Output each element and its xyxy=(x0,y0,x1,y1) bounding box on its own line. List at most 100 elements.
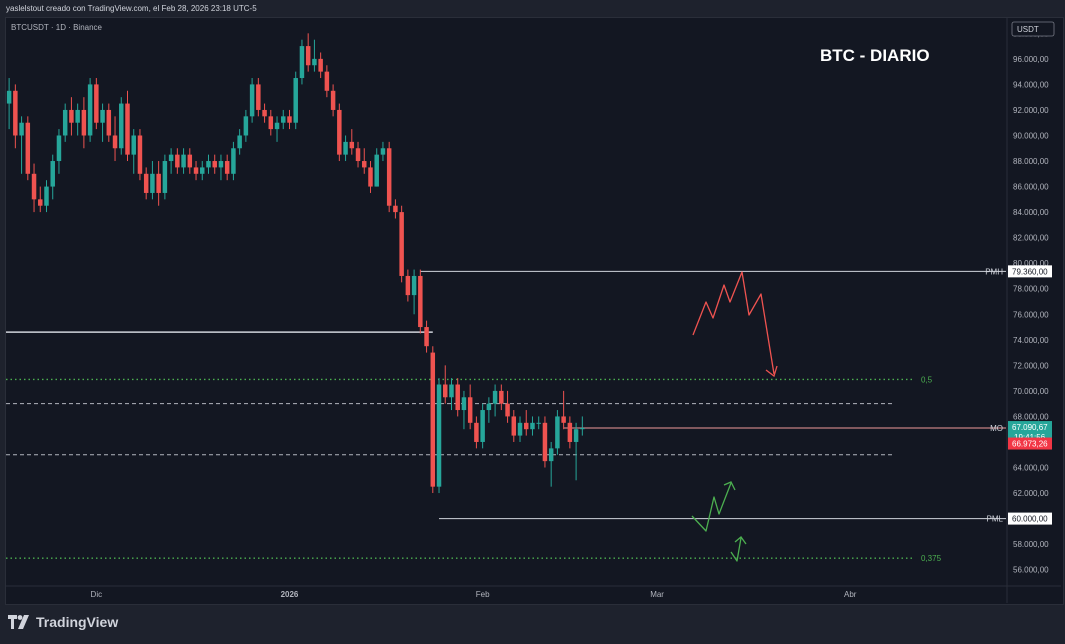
candle-body xyxy=(517,422,523,436)
tradingview-brand[interactable]: TradingView xyxy=(8,614,118,630)
candle-body xyxy=(137,135,143,174)
candle-body xyxy=(530,422,535,430)
candle-body xyxy=(548,448,554,462)
x-tick-label: Feb xyxy=(476,590,490,599)
candle-body xyxy=(555,416,560,449)
candle-body xyxy=(567,422,573,442)
candle-body xyxy=(268,116,274,130)
candle-body xyxy=(330,90,336,110)
currency-label[interactable]: USDT xyxy=(1017,25,1039,34)
bearish-projection-arrow xyxy=(692,271,775,375)
candle-body xyxy=(480,410,485,442)
level-price-text-pml: 60.000,00 xyxy=(1012,515,1048,524)
candle-body xyxy=(511,416,517,436)
candle-body xyxy=(362,161,367,168)
candle-body xyxy=(467,397,473,423)
bullish-arrow-head xyxy=(723,481,736,491)
candle-body xyxy=(200,167,205,174)
y-tick-label: 82.000,00 xyxy=(1013,234,1049,243)
candle-body xyxy=(287,116,292,123)
y-tick-label: 90.000,00 xyxy=(1013,131,1049,140)
y-tick-label: 80.000,00 xyxy=(1013,259,1049,268)
low-marker-text: 66.973,26 xyxy=(1012,440,1048,449)
chart-frame[interactable] xyxy=(5,17,1064,605)
candle-body xyxy=(156,173,161,193)
candle-body xyxy=(405,275,411,296)
candle-body xyxy=(461,397,467,411)
candle-body xyxy=(100,109,105,123)
low-marker-tag xyxy=(1008,437,1052,450)
candle-body xyxy=(299,46,305,79)
y-tick-label: 58.000,00 xyxy=(1013,540,1049,549)
candle-body xyxy=(580,427,585,430)
candle-body xyxy=(249,84,255,117)
y-tick-label: 84.000,00 xyxy=(1013,208,1049,217)
candle-body xyxy=(112,135,118,149)
y-tick-label: 76.000,00 xyxy=(1013,310,1049,319)
candle-body xyxy=(181,154,186,168)
y-tick-label: 88.000,00 xyxy=(1013,157,1049,166)
candle-body xyxy=(474,422,479,442)
level-label-pml: PML xyxy=(987,515,1004,524)
candle-body xyxy=(262,109,267,117)
candle-body xyxy=(162,161,168,193)
candle-body xyxy=(386,148,392,206)
candle-body xyxy=(6,90,12,104)
candle-body xyxy=(125,103,130,155)
y-tick-label: 64.000,00 xyxy=(1013,464,1049,473)
candle-body xyxy=(13,90,18,136)
candle-body xyxy=(492,390,498,404)
y-tick-label: 70.000,00 xyxy=(1013,387,1049,396)
candle-body xyxy=(418,275,423,328)
candle-body xyxy=(44,186,49,206)
candle-body xyxy=(399,212,404,276)
candle-body xyxy=(237,135,242,149)
candle-body xyxy=(69,109,74,123)
candle-body xyxy=(231,148,236,174)
chart-title: BTC - DIARIO xyxy=(820,46,930,65)
tradingview-logo-icon xyxy=(8,615,30,629)
candle-body xyxy=(256,84,261,110)
candle-body xyxy=(430,352,436,487)
fib-level-label: 0,375 xyxy=(921,554,942,563)
y-tick-label: 74.000,00 xyxy=(1013,336,1049,345)
bullish-small-arrow-head xyxy=(734,536,747,545)
candle-body xyxy=(106,109,112,136)
candle-body xyxy=(499,390,504,404)
x-tick-label: Dic xyxy=(91,590,103,599)
candle-body xyxy=(436,384,442,487)
candle-body xyxy=(243,116,249,136)
candle-body xyxy=(455,384,460,411)
current-price-text: 67.090,67 xyxy=(1012,423,1048,432)
level-label-pmh: PMH xyxy=(985,267,1003,276)
candle-body xyxy=(94,84,99,123)
candle-body xyxy=(449,384,454,398)
candle-body xyxy=(380,148,386,155)
bullish-small-arrow xyxy=(730,537,742,562)
candle-body xyxy=(218,161,224,168)
candle-body xyxy=(305,46,311,66)
y-tick-label: 72.000,00 xyxy=(1013,361,1049,370)
candle-body xyxy=(424,327,429,347)
candle-body xyxy=(355,148,361,162)
candle-body xyxy=(25,122,31,174)
bullish-projection-arrow xyxy=(691,482,732,532)
candle-body xyxy=(349,141,355,149)
candle-body xyxy=(368,167,373,187)
chart-caption: yaslelstout creado con TradingView.com, … xyxy=(6,4,257,13)
candle-body xyxy=(119,103,124,149)
candle-body xyxy=(87,84,93,136)
candle-body xyxy=(224,161,230,174)
candle-body xyxy=(293,78,298,123)
candle-body xyxy=(143,173,149,193)
candle-body xyxy=(411,275,417,296)
y-tick-label: 78.000,00 xyxy=(1013,285,1049,294)
fib-level-label: 0,5 xyxy=(921,375,933,384)
x-tick-label: Abr xyxy=(844,590,857,599)
x-tick-label: 2026 xyxy=(281,590,299,599)
bearish-arrow-head xyxy=(765,365,778,378)
candle-body xyxy=(19,122,24,136)
candle-body xyxy=(38,199,43,206)
candle-body xyxy=(337,109,342,155)
